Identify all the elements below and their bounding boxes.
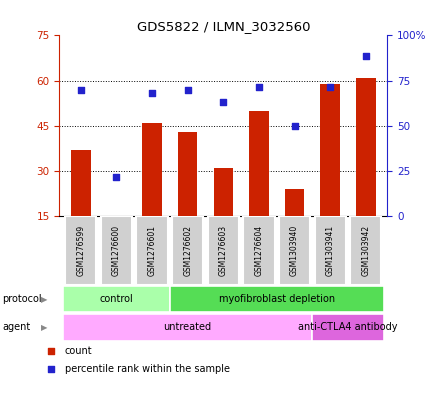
Bar: [172, 216, 203, 285]
Bar: [63, 314, 312, 341]
Bar: [142, 123, 162, 216]
Point: [77, 86, 84, 93]
Bar: [136, 216, 168, 285]
Bar: [178, 132, 198, 216]
Bar: [320, 84, 340, 216]
Text: untreated: untreated: [164, 322, 212, 332]
Bar: [315, 216, 346, 285]
Text: percentile rank within the sample: percentile rank within the sample: [65, 364, 230, 374]
Text: GSM1276599: GSM1276599: [76, 225, 85, 276]
Text: GSM1276602: GSM1276602: [183, 225, 192, 276]
Bar: [71, 150, 91, 216]
Point: [296, 299, 303, 305]
Text: GSM1276600: GSM1276600: [112, 225, 121, 276]
Text: count: count: [65, 346, 92, 356]
Text: ▶: ▶: [41, 323, 48, 332]
Bar: [63, 286, 170, 312]
Text: ▶: ▶: [41, 295, 48, 303]
Bar: [350, 216, 381, 285]
Text: myofibroblast depletion: myofibroblast depletion: [219, 294, 335, 303]
Text: GSM1276603: GSM1276603: [219, 225, 228, 276]
Text: anti-CTLA4 antibody: anti-CTLA4 antibody: [298, 322, 398, 332]
Point: [113, 174, 120, 180]
Text: agent: agent: [2, 322, 30, 332]
Bar: [208, 216, 239, 285]
Point: [296, 142, 303, 148]
Point: [184, 86, 191, 93]
Bar: [285, 189, 304, 216]
Text: GSM1303942: GSM1303942: [361, 225, 370, 276]
Bar: [213, 168, 233, 216]
Bar: [65, 216, 96, 285]
Point: [326, 83, 334, 90]
Point: [291, 123, 298, 129]
Text: GSM1303941: GSM1303941: [326, 225, 335, 276]
Text: GSM1303940: GSM1303940: [290, 225, 299, 276]
Text: GSM1276604: GSM1276604: [254, 225, 264, 276]
Text: control: control: [99, 294, 133, 303]
Point: [362, 53, 369, 60]
Bar: [312, 314, 384, 341]
Bar: [170, 286, 384, 312]
Bar: [279, 216, 310, 285]
Text: protocol: protocol: [2, 294, 42, 304]
Bar: [249, 111, 269, 216]
Bar: [243, 216, 275, 285]
Point: [220, 99, 227, 105]
Text: GSM1276601: GSM1276601: [147, 225, 157, 276]
Point: [255, 83, 262, 90]
Point: [149, 90, 156, 96]
Title: GDS5822 / ILMN_3032560: GDS5822 / ILMN_3032560: [136, 20, 310, 33]
Bar: [356, 77, 376, 216]
Bar: [101, 216, 132, 285]
